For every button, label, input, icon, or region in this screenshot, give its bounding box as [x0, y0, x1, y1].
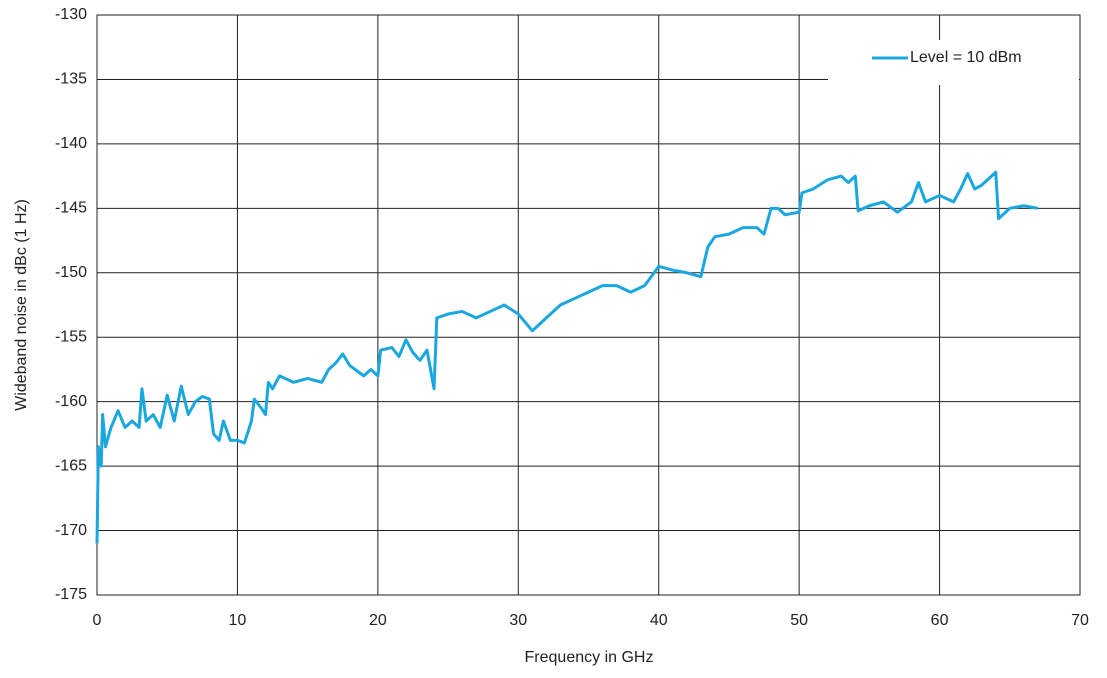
legend-label: Level = 10 dBm: [910, 49, 1022, 66]
x-tick-label: 60: [931, 612, 949, 629]
data-line: [95, 170, 1039, 544]
y-tick-label: -135: [55, 71, 87, 88]
y-tick-label: -175: [55, 586, 87, 603]
y-tick-label: -130: [55, 6, 87, 23]
y-tick-label: -150: [55, 264, 87, 281]
y-axis-label: Wideband noise in dBc (1 Hz): [13, 199, 30, 411]
x-tick-label: 40: [650, 612, 668, 629]
y-tick-label: -170: [55, 522, 87, 539]
x-tick-label: 70: [1071, 612, 1089, 629]
y-tick-label: -155: [55, 328, 87, 345]
legend-box: [828, 40, 1079, 85]
y-tick-label: -145: [55, 200, 87, 217]
x-tick-label: 0: [93, 612, 102, 629]
x-axis-label: Frequency in GHz: [525, 649, 654, 666]
x-tick-label: 50: [790, 612, 808, 629]
y-tick-label: -160: [55, 393, 87, 410]
y-tick-label: -165: [55, 457, 87, 474]
y-tick-label: -140: [55, 135, 87, 152]
x-tick-label: 30: [509, 612, 527, 629]
x-tick-label: 20: [369, 612, 387, 629]
plot-border: [96, 14, 1081, 596]
x-tick-label: 10: [229, 612, 247, 629]
